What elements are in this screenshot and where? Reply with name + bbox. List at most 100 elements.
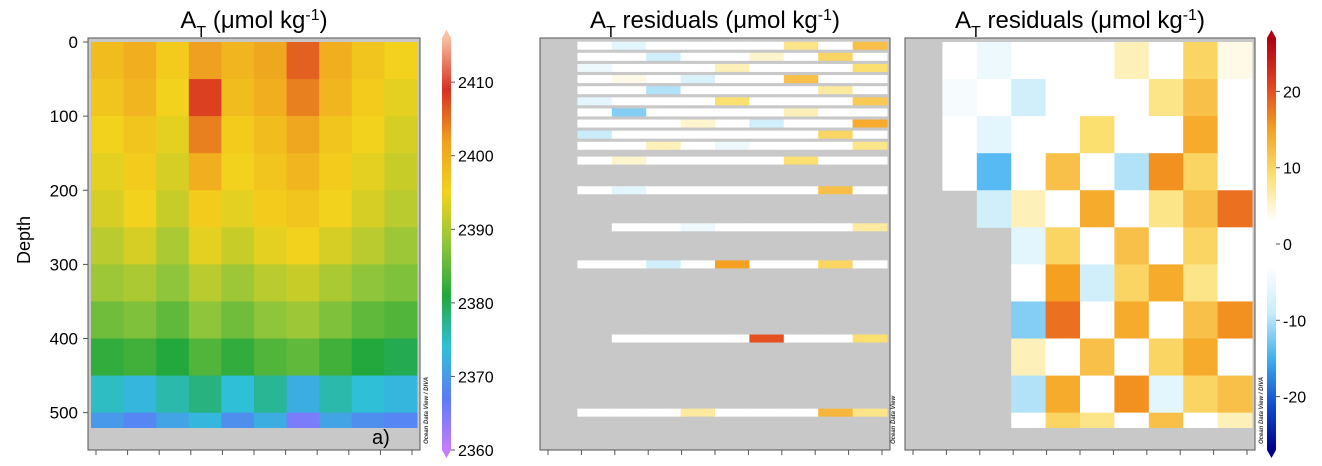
- residual-strip: [646, 86, 682, 95]
- heat-cell: [1217, 412, 1253, 428]
- residual-strip: [715, 108, 750, 117]
- heat-cell: [1114, 375, 1150, 414]
- residual-strip: [852, 86, 888, 95]
- heat-cell: [1114, 190, 1150, 228]
- heat-cell: [319, 116, 353, 154]
- heat-cell: [91, 153, 125, 191]
- residual-strip: [646, 97, 682, 106]
- heat-cell: [1183, 264, 1219, 302]
- heat-cell: [1183, 79, 1219, 117]
- heat-cell: [351, 338, 385, 377]
- heat-cell: [1114, 42, 1150, 80]
- heat-cell: [1183, 412, 1219, 428]
- heat-cell: [1011, 375, 1047, 414]
- heat-cell: [221, 116, 255, 154]
- heat-cell: [384, 375, 418, 414]
- residual-strip: [852, 408, 888, 417]
- residual-strip: [715, 75, 750, 84]
- residual-strip: [680, 52, 716, 61]
- heat-cell: [1183, 301, 1219, 340]
- residual-strip: [577, 108, 613, 117]
- heat-cell: [123, 264, 157, 302]
- heat-cell: [123, 338, 157, 377]
- heat-cell: [156, 338, 190, 377]
- heat-cell: [1114, 301, 1150, 340]
- heat-cell: [123, 227, 157, 265]
- residual-strip: [749, 223, 785, 232]
- residual-strip: [646, 260, 682, 269]
- heat-cell: [1011, 42, 1047, 80]
- residual-strip: [611, 52, 647, 61]
- residual-strip: [852, 130, 888, 139]
- residual-strip: [783, 86, 819, 95]
- residual-strip: [715, 130, 750, 139]
- residual-strip: [818, 52, 854, 61]
- residual-strip: [577, 75, 613, 84]
- heat-cell: [319, 153, 353, 191]
- residual-strip: [611, 408, 647, 417]
- heat-cell: [1148, 79, 1184, 117]
- heat-cell: [1114, 79, 1150, 117]
- heat-cell: [286, 264, 320, 302]
- residual-strip: [715, 260, 750, 269]
- residual-strip: [818, 156, 854, 165]
- residual-strip: [783, 97, 819, 106]
- residual-strip: [818, 130, 854, 139]
- heat-cell: [384, 264, 418, 302]
- panel-title: AT residuals (μmol kg-1): [590, 7, 840, 41]
- heat-cell: [286, 412, 320, 428]
- heat-cell: [1011, 412, 1047, 428]
- title-main: A: [180, 7, 196, 34]
- residual-strip: [852, 41, 888, 50]
- residual-strip: [680, 408, 716, 417]
- heat-cell: [188, 153, 222, 191]
- residual-strip: [680, 108, 716, 117]
- residual-strip: [852, 186, 888, 195]
- residual-strip: [577, 52, 613, 61]
- residual-strip: [852, 334, 888, 343]
- heat-cell: [351, 79, 385, 117]
- heat-cell: [91, 375, 125, 414]
- residual-strip: [818, 97, 854, 106]
- heat-cell: [1080, 153, 1115, 191]
- heat-cell: [286, 301, 320, 340]
- heat-cell: [254, 190, 288, 228]
- heat-cell: [351, 190, 385, 228]
- heat-cell: [1217, 116, 1253, 154]
- residual-strip: [852, 108, 888, 117]
- residual-strip: [680, 260, 716, 269]
- colorbar-tick-label: 0: [1283, 237, 1292, 254]
- residual-strip: [715, 141, 750, 150]
- heat-cell: [221, 42, 255, 80]
- residual-strip: [680, 41, 716, 50]
- heat-cell: [384, 301, 418, 340]
- heat-cell: [1011, 227, 1047, 265]
- y-axis-label: Depth: [14, 216, 34, 264]
- heat-cell: [1045, 42, 1081, 80]
- heat-cell: [1080, 412, 1115, 428]
- residual-strip: [818, 86, 854, 95]
- heat-cell: [91, 227, 125, 265]
- heat-cell: [188, 264, 222, 302]
- heat-cell: [254, 375, 288, 414]
- heat-cell: [319, 79, 353, 117]
- residual-strip: [749, 141, 785, 150]
- residual-strip: [577, 156, 613, 165]
- heat-cell: [254, 301, 288, 340]
- heat-cell: [1011, 190, 1047, 228]
- heat-cell: [1148, 116, 1184, 154]
- heat-cell: [91, 412, 125, 428]
- heat-cell: [1217, 42, 1253, 80]
- residual-strip: [783, 130, 819, 139]
- residual-strip: [611, 41, 647, 50]
- heat-cell: [1080, 375, 1115, 414]
- residual-strip: [852, 156, 888, 165]
- heat-cell: [156, 375, 190, 414]
- residual-strip: [749, 108, 785, 117]
- residual-strip: [818, 108, 854, 117]
- heat-cell: [156, 264, 190, 302]
- heat-cell: [156, 190, 190, 228]
- heat-cell: [286, 153, 320, 191]
- heat-cell: [351, 375, 385, 414]
- y-tick-label: 200: [50, 181, 78, 200]
